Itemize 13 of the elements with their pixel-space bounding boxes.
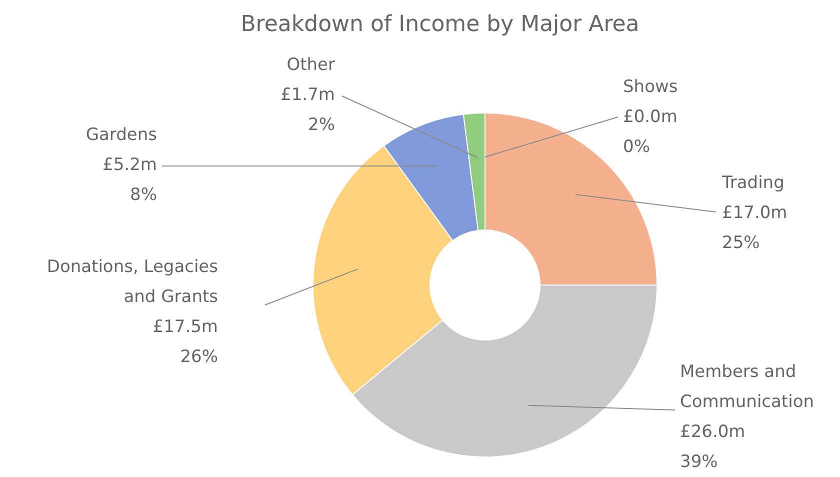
data-label: £1.7m 2%: [280, 85, 335, 135]
slice-label: Trading: [721, 173, 784, 193]
text: £0.0m 0%: [623, 107, 678, 157]
category-label: Shows: [623, 77, 678, 97]
slice-label: Members and Communication: [680, 362, 814, 412]
data-label: £5.2m 8%: [102, 155, 157, 205]
slice-label: Donations, Legacies and Grants: [46, 257, 218, 307]
slice-label: Gardens: [86, 125, 158, 145]
slice-label: Other: [286, 55, 335, 75]
data-label: £26.0m 39%: [680, 422, 746, 472]
chart-title: Breakdown of Income by Major Area: [240, 12, 640, 37]
data-label: £17.5m 26%: [152, 317, 218, 367]
data-label: £17.0m 25%: [722, 203, 788, 253]
